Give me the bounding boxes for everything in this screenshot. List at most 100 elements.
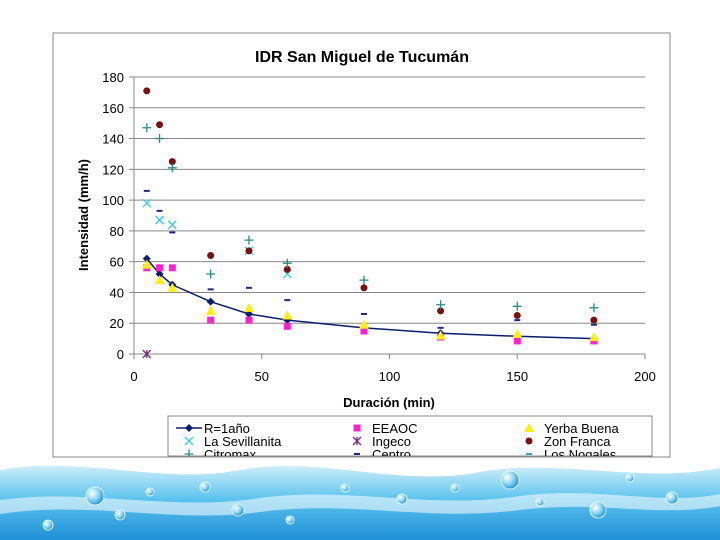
data-point-eeaoc [156,264,164,272]
legend-label: EEAOC [372,421,418,436]
x-tick-label: 200 [634,369,656,384]
data-point-r-1a-o [142,254,151,263]
series-zon-franca [143,87,598,324]
legend: R=1año EEAOC Yerba Buena La Sevillanita Inge… [176,421,619,462]
legend-item-los-nogales: Los Nogales [526,447,617,462]
legend-marker-citromax [184,449,194,456]
legend-item-citromax: Citromax [184,447,257,462]
data-point-zon-franca [437,307,445,315]
data-point-la-sevillanita [155,215,165,225]
legend-item-yerba-buena: Yerba Buena [524,421,619,436]
series-centro [143,189,597,329]
data-point-eeaoc [245,316,253,324]
data-point-citromax [244,235,254,245]
x-axis-title: Duración (min) [343,395,435,410]
legend-marker-la-sevillanita [184,436,194,446]
y-tick-label: 120 [102,162,124,177]
axes [129,76,646,359]
data-point-yerba-buena [205,305,216,315]
data-point-zon-franca [156,121,164,129]
y-tick-label: 20 [110,316,124,331]
legend-label: Yerba Buena [544,421,619,436]
data-point-eeaoc [360,327,368,335]
legend-item-eeaoc: EEAOC [353,421,418,436]
data-point-zon-franca [245,247,253,255]
data-point-ingeco [142,349,152,359]
legend-label: R=1año [204,421,250,436]
legend-item-centro: Centro [354,447,411,462]
data-point-yerba-buena [588,332,599,342]
legend-marker-ingeco [352,436,362,446]
legend-marker-yerba-buena [524,423,534,432]
y-tick-labels: 0 20 40 60 80 100 120 140 160 180 [102,70,124,362]
y-tick-label: 40 [110,285,124,300]
data-point-citromax [436,300,446,310]
series-citromax [142,123,599,313]
data-point-yerba-buena [243,302,254,312]
data-point-zon-franca [590,316,598,324]
legend-label: Centro [372,447,411,462]
y-tick-label: 160 [102,101,124,116]
plot-area [134,77,645,354]
gridlines [134,76,645,324]
legend-label: Los Nogales [544,447,617,462]
legend-item-zon-franca: Zon Franca [525,434,611,449]
data-point-yerba-buena [358,319,369,329]
data-point-yerba-buena [435,330,446,340]
x-tick-label: 100 [379,369,401,384]
legend-item-r-1a-o: R=1año [176,421,250,436]
legend-box [167,415,653,457]
data-point-eeaoc [207,316,215,324]
data-point-citromax [589,303,599,313]
data-point-r-1a-o [155,269,164,278]
data-point-la-sevillanita [142,198,152,208]
data-point-yerba-buena [154,275,165,285]
x-tick-label: 50 [255,369,269,384]
x-tick-labels: 0 50 100 150 200 [130,369,655,384]
data-point-yerba-buena [167,282,178,292]
data-point-r-1a-o [206,297,215,306]
data-point-la-sevillanita [167,220,177,230]
series-line-r-1a-o [146,258,594,340]
y-tick-label: 60 [110,255,124,270]
legend-marker-r-1a-o [185,424,193,432]
x-tick-label: 150 [506,369,528,384]
data-point-zon-franca [513,312,521,320]
legend-marker-zon-franca [525,437,533,445]
series-yerba-buena [141,259,599,342]
data-point-citromax [282,258,292,268]
data-point-zon-franca [360,284,368,292]
water-droplets [42,470,679,531]
data-point-citromax [512,301,522,311]
y-tick-label: 140 [102,132,124,147]
data-point-zon-franca [168,158,176,166]
y-axis-title: Intensidad (mm/h) [76,159,91,271]
data-point-eeaoc [513,337,521,345]
legend-label: La Sevillanita [204,434,282,449]
data-point-r-1a-o [244,309,253,318]
legend-label: Ingeco [372,434,411,449]
data-point-yerba-buena [282,310,293,320]
data-point-citromax [142,123,152,133]
legend-item-ingeco: Ingeco [352,434,411,449]
series-ingeco [142,349,152,359]
legend-marker-eeaoc [353,424,361,432]
data-point-yerba-buena [141,259,152,269]
data-point-citromax [359,275,369,285]
data-point-citromax [155,134,165,144]
data-point-citromax [206,269,216,279]
data-point-zon-franca [283,265,291,273]
data-point-zon-franca [143,87,151,95]
y-tick-label: 0 [117,347,124,362]
chart-title: IDR San Miguel de Tucumán [255,49,469,66]
series-layer [141,87,599,359]
y-tick-label: 100 [102,193,124,208]
data-point-eeaoc [283,322,291,330]
data-point-zon-franca [207,252,215,260]
x-tick-label: 0 [130,369,137,384]
data-point-yerba-buena [512,328,523,338]
legend-label: Citromax [204,447,257,462]
y-tick-label: 180 [102,70,124,85]
